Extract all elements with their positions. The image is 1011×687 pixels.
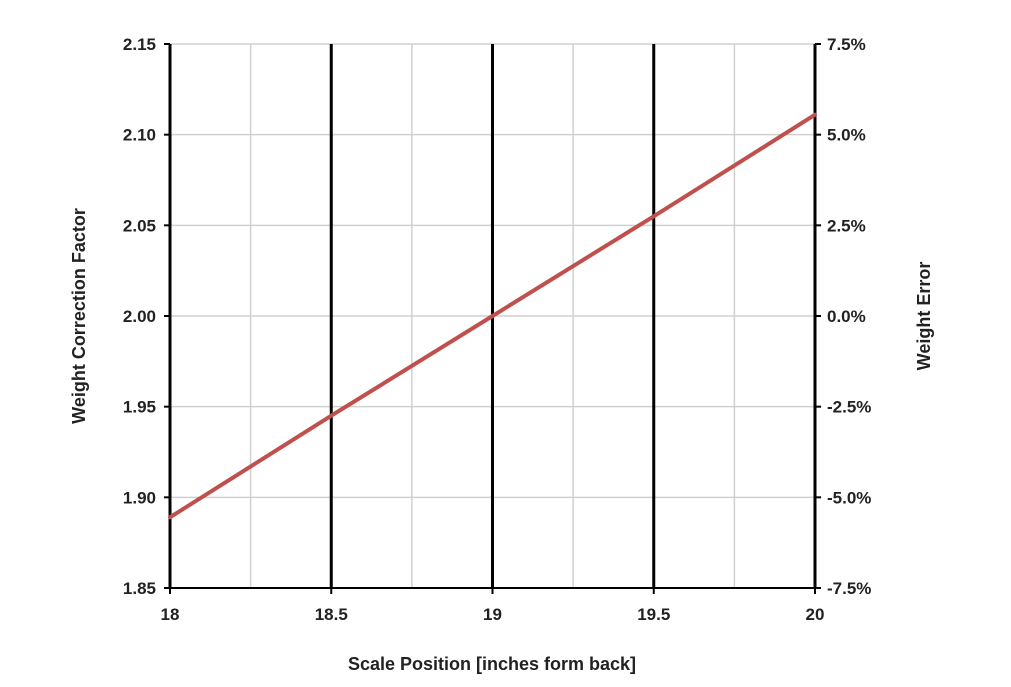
x-tick-label: 19.5: [637, 605, 670, 624]
y2-axis-title: Weight Error: [914, 262, 934, 371]
y2-tick-label: 2.5%: [827, 216, 866, 235]
y-tick-label: 1.95: [123, 398, 156, 417]
x-tick-label: 18.5: [315, 605, 348, 624]
y2-tick-label: -5.0%: [827, 488, 871, 507]
y-tick-label: 1.85: [123, 579, 156, 598]
y2-tick-label: -7.5%: [827, 579, 871, 598]
x-tick-label: 20: [806, 605, 825, 624]
y2-tick-label: 0.0%: [827, 307, 866, 326]
series-layer: [168, 112, 817, 520]
x-tick-label: 18: [161, 605, 180, 624]
y-tick-label: 2.05: [123, 216, 156, 235]
y-tick-label: 2.15: [123, 35, 156, 54]
y2-tick-label: 7.5%: [827, 35, 866, 54]
y2-tick-labels: -7.5% -5.0% -2.5% 0.0% 2.5% 5.0% 7.5%: [827, 35, 871, 598]
x-axis-title: Scale Position [inches form back]: [348, 654, 636, 674]
y-tick-label: 1.90: [123, 488, 156, 507]
y-axis-title: Weight Correction Factor: [69, 208, 89, 424]
y2-tick-label: 5.0%: [827, 126, 866, 145]
x-tick-labels: 18 18.5 19 19.5 20: [161, 605, 825, 624]
y-tick-labels: 1.85 1.90 1.95 2.00 2.05 2.10 2.15: [123, 35, 156, 598]
x-tick-label: 19: [483, 605, 502, 624]
axes: [164, 43, 821, 594]
y-tick-label: 2.00: [123, 307, 156, 326]
y2-tick-label: -2.5%: [827, 398, 871, 417]
y-tick-label: 2.10: [123, 126, 156, 145]
series-line: [168, 112, 817, 520]
